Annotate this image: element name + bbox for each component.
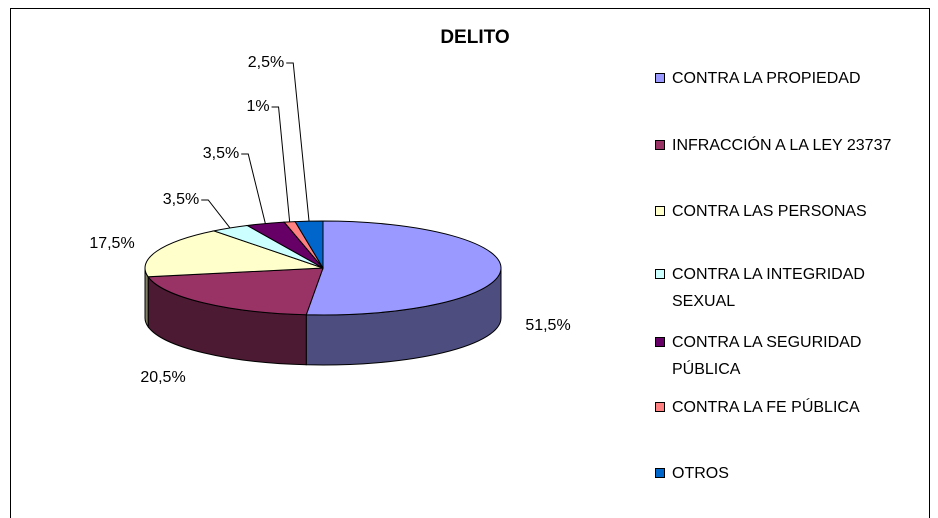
legend-swatch	[655, 140, 665, 150]
legend-label: CONTRA LAS PERSONAS	[672, 203, 867, 220]
leader-line	[201, 199, 231, 229]
legend-entry: CONTRA LA PROPIEDAD	[655, 65, 925, 92]
chart-title: DELITO	[440, 27, 509, 48]
legend-label: CONTRA LA PROPIEDAD	[672, 70, 861, 87]
data-label: 17,5%	[89, 235, 134, 252]
legend-swatch	[655, 73, 665, 83]
data-label: 51,5%	[525, 317, 570, 334]
legend-swatch	[655, 337, 665, 347]
legend-entry: CONTRA LA SEGURIDAD PÚBLICA	[655, 329, 925, 383]
legend-label: CONTRA LA FE PÚBLICA	[672, 399, 860, 416]
legend-entry: INFRACCIÓN A LA LEY 23737	[655, 132, 925, 159]
data-label: 1%	[246, 98, 269, 115]
legend-label: OTROS	[672, 465, 729, 482]
data-label: 20,5%	[140, 369, 185, 386]
data-label: 2,5%	[248, 54, 284, 71]
legend-entry: CONTRA LA FE PÚBLICA	[655, 394, 925, 421]
leader-line	[271, 106, 291, 222]
data-label: 3,5%	[203, 145, 239, 162]
slice	[144, 230, 324, 278]
legend-swatch	[655, 269, 665, 279]
legend-swatch	[655, 402, 665, 412]
slice	[147, 267, 324, 316]
leader-line	[241, 153, 266, 224]
legend-swatch	[655, 468, 665, 478]
legend-entry: OTROS	[655, 460, 925, 487]
legend-label: CONTRA LA INTEGRIDAD SEXUAL	[672, 266, 865, 310]
legend-entry: CONTRA LAS PERSONAS	[655, 198, 925, 225]
legend-label: INFRACCIÓN A LA LEY 23737	[672, 137, 892, 154]
legend-entry: CONTRA LA INTEGRIDAD SEXUAL	[655, 261, 925, 315]
legend-swatch	[655, 206, 665, 216]
leader-line	[286, 62, 310, 222]
slice	[294, 220, 324, 270]
legend-label: CONTRA LA SEGURIDAD PÚBLICA	[672, 334, 862, 378]
chart-frame	[10, 8, 930, 518]
data-label: 3,5%	[163, 191, 199, 208]
slice	[305, 220, 502, 316]
